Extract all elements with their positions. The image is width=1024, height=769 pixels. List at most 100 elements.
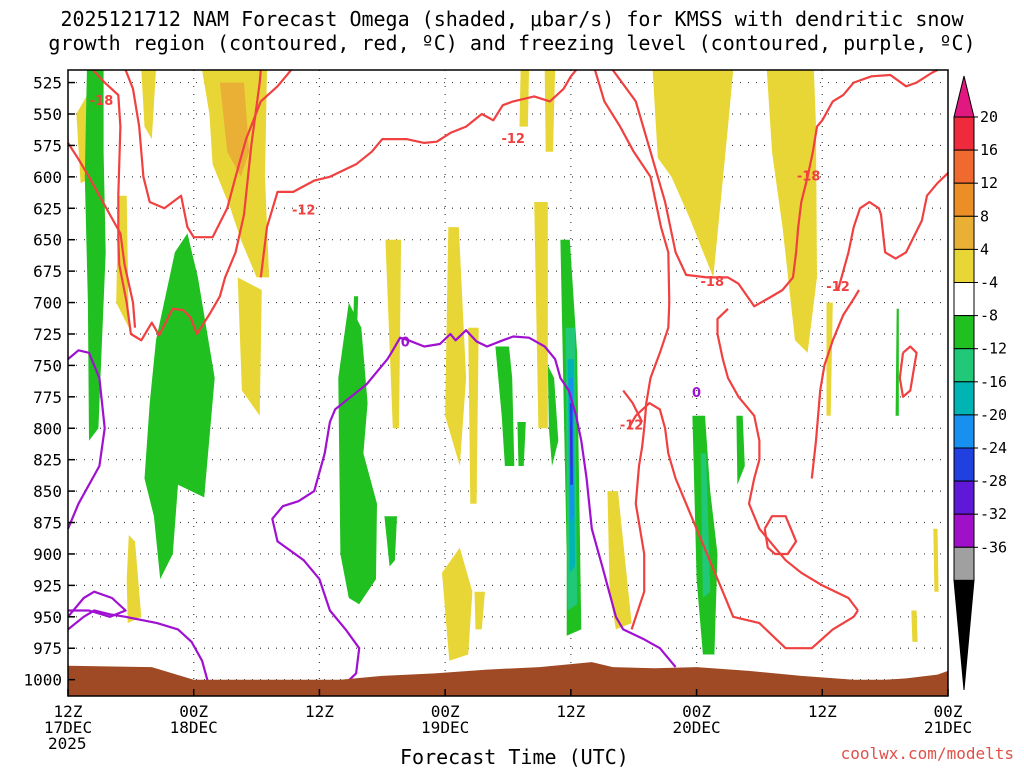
omega-region-34 bbox=[700, 453, 711, 598]
colorbar-swatch-10 bbox=[953, 447, 975, 482]
x-tick-label-12-l2: 18DEC bbox=[170, 718, 218, 737]
omega-region-17 bbox=[766, 70, 817, 353]
dgz-contour-11 bbox=[836, 172, 949, 291]
y-tick-label-750: 750 bbox=[33, 356, 62, 375]
omega-region-32 bbox=[895, 308, 899, 416]
contour-label-8: 0 bbox=[692, 386, 701, 401]
x-tick-label-0-l3: 2025 bbox=[48, 734, 87, 753]
x-tick-label-12-l1: 00Z bbox=[179, 702, 208, 721]
colorbar-top-arrow bbox=[953, 75, 975, 118]
omega-region-27 bbox=[517, 422, 526, 466]
dgz-contour-5 bbox=[593, 69, 671, 630]
x-tick-label-60-l2: 20DEC bbox=[672, 718, 720, 737]
freezing-contour-3 bbox=[271, 329, 677, 685]
plot-frame bbox=[67, 69, 949, 697]
omega-region-16 bbox=[652, 70, 734, 278]
colorbar-label-5: -4 bbox=[980, 274, 998, 292]
contour-label-0: -18 bbox=[90, 94, 114, 109]
contour-label-6: -12 bbox=[620, 418, 644, 433]
y-tick-label-700: 700 bbox=[33, 294, 62, 313]
colorbar-swatch-5 bbox=[953, 282, 975, 317]
colorbar-label-13: -36 bbox=[980, 538, 1007, 556]
y-tick-label-775: 775 bbox=[33, 388, 62, 407]
y-tick-label-550: 550 bbox=[33, 105, 62, 124]
dgz-contour-3 bbox=[259, 69, 577, 278]
omega-region-9 bbox=[468, 327, 479, 504]
dgz-contour-1 bbox=[124, 69, 292, 239]
y-tick-label-725: 725 bbox=[33, 325, 62, 344]
freezing-contour-0 bbox=[66, 349, 106, 530]
colorbar-label-8: -16 bbox=[980, 373, 1007, 391]
omega-region-15 bbox=[607, 491, 632, 630]
freezing-contour-2 bbox=[67, 609, 210, 684]
colorbar-label-2: 12 bbox=[980, 174, 998, 192]
omega-region-21 bbox=[84, 70, 106, 441]
omega-region-25 bbox=[384, 516, 397, 567]
contour-label-7: 0 bbox=[401, 336, 410, 351]
colorbar-label-12: -32 bbox=[980, 505, 1007, 523]
colorbar-swatch-7 bbox=[953, 348, 975, 383]
dgz-contour-8 bbox=[716, 308, 859, 612]
colorbar-swatch-6 bbox=[953, 315, 975, 350]
omega-region-38 bbox=[570, 428, 573, 466]
y-tick-label-950: 950 bbox=[33, 608, 62, 627]
chart-title-line1: 2025121712 NAM Forecast Omega (shaded, μ… bbox=[60, 7, 964, 31]
y-tick-label-850: 850 bbox=[33, 482, 62, 501]
x-tick-label-0-l1: 12Z bbox=[54, 702, 83, 721]
omega-region-3 bbox=[141, 70, 156, 140]
freezing-level-contours bbox=[66, 329, 677, 685]
dgz-contour-9 bbox=[763, 515, 798, 556]
y-tick-label-825: 825 bbox=[33, 451, 62, 470]
freezing-contour-1 bbox=[67, 590, 127, 618]
colorbar-swatch-8 bbox=[953, 381, 975, 416]
omega-region-20 bbox=[911, 610, 918, 642]
omega-region-12 bbox=[544, 70, 556, 152]
omega-region-22 bbox=[144, 233, 215, 580]
x-tick-label-36-l1: 00Z bbox=[431, 702, 460, 721]
y-tick-label-525: 525 bbox=[33, 74, 62, 93]
y-tick-label-1000: 1000 bbox=[23, 671, 62, 690]
contour-label-2: -12 bbox=[501, 132, 525, 147]
omega-region-31 bbox=[736, 415, 745, 485]
colorbar-label-9: -20 bbox=[980, 406, 1007, 424]
colorbar-label-0: 20 bbox=[980, 108, 998, 126]
y-tick-label-600: 600 bbox=[33, 168, 62, 187]
colorbar-swatch-12 bbox=[953, 513, 975, 548]
dgz-contour-6 bbox=[622, 389, 644, 423]
omega-region-8 bbox=[445, 227, 467, 466]
omega-region-10 bbox=[534, 202, 548, 429]
dgz-contour-10 bbox=[810, 289, 860, 479]
omega-region-24 bbox=[353, 296, 359, 328]
contour-labels: -18 -12 -12 -18 -18 -12 -12 0 0 bbox=[90, 94, 850, 433]
omega-region-23 bbox=[338, 302, 377, 605]
y-tick-label-800: 800 bbox=[33, 419, 62, 438]
colorbar-swatch-3 bbox=[953, 215, 975, 250]
omega-region-6 bbox=[126, 535, 142, 624]
site-credit: coolwx.com/modelts bbox=[840, 744, 1014, 763]
omega-region-18 bbox=[826, 302, 833, 416]
y-tick-label-975: 975 bbox=[33, 639, 62, 658]
contour-label-1: -12 bbox=[292, 204, 316, 219]
x-tick-label-36-l2: 19DEC bbox=[421, 718, 469, 737]
x-tick-label-60-l1: 00Z bbox=[682, 702, 711, 721]
y-tick-label-925: 925 bbox=[33, 576, 62, 595]
omega-colorbar: 20 16 12 8 4 -4 -8 -12 -16 -20 -24 -28 -32 -36 bbox=[953, 75, 1007, 691]
x-tick-label-24-l1: 12Z bbox=[305, 702, 334, 721]
x-tick-label-84-l1: 00Z bbox=[934, 702, 963, 721]
colorbar-label-1: 16 bbox=[980, 141, 998, 159]
colorbar-swatch-13 bbox=[953, 546, 975, 581]
contour-label-3: -18 bbox=[701, 275, 725, 290]
colorbar-swatch-4 bbox=[953, 248, 975, 283]
colorbar-label-10: -24 bbox=[980, 439, 1007, 457]
dgz-contour-4 bbox=[611, 69, 938, 308]
colorbar-label-4: 4 bbox=[980, 240, 989, 258]
x-tick-label-84-l2: 21DEC bbox=[924, 718, 972, 737]
colorbar-swatch-9 bbox=[953, 414, 975, 449]
x-tick-label-72-l1: 12Z bbox=[808, 702, 837, 721]
dgz-contour-7 bbox=[627, 402, 859, 650]
colorbar-swatch-11 bbox=[953, 480, 975, 515]
colorbar-swatch-0 bbox=[953, 116, 975, 151]
colorbar-bottom-arrow bbox=[953, 579, 975, 691]
